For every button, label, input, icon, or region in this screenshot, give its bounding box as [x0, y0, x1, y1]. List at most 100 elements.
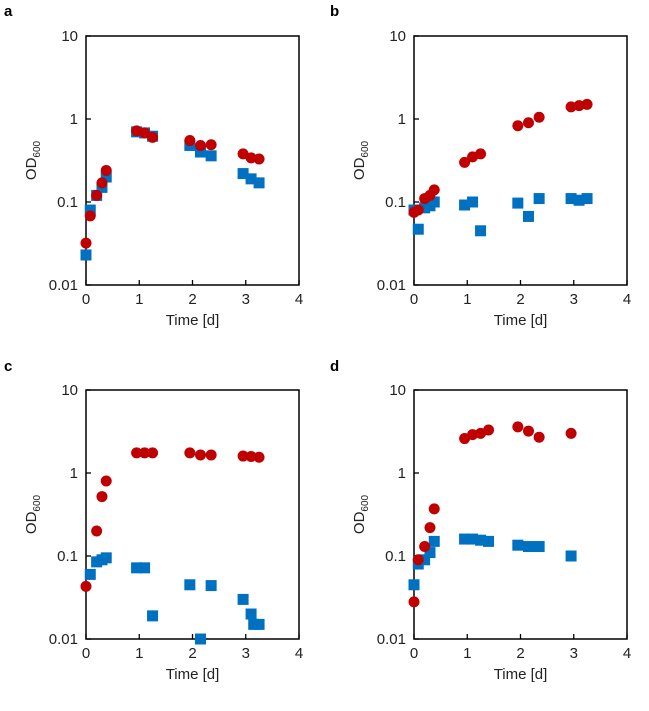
- data-point-square: [522, 541, 534, 553]
- x-axis-label: Time [d]: [166, 312, 220, 329]
- y-tick-label: 1: [70, 111, 78, 128]
- data-point-circle: [565, 427, 577, 439]
- data-point-circle: [100, 164, 112, 176]
- data-point-square: [512, 197, 524, 209]
- data-point-circle: [96, 177, 108, 189]
- data-point-circle: [184, 135, 196, 147]
- data-point-circle: [533, 111, 545, 123]
- data-point-square: [131, 562, 143, 574]
- x-tick-label: 2: [188, 645, 196, 662]
- data-point-square: [147, 610, 159, 622]
- data-point-square: [253, 177, 265, 189]
- panel-label: d: [330, 358, 339, 375]
- x-tick-label: 2: [516, 645, 524, 662]
- panel-c: c 10 1 0.1 0.010 1 2 3 4 Time [d] OD600: [4, 358, 303, 683]
- data-point-square: [581, 193, 593, 205]
- plot-frame: [85, 35, 300, 286]
- data-point-circle: [184, 447, 196, 459]
- y-tick-label: 10: [61, 382, 78, 399]
- data-point-circle: [194, 449, 206, 461]
- data-point-circle: [459, 156, 471, 168]
- data-point-square: [245, 173, 257, 185]
- x-tick-label: 0: [82, 645, 90, 662]
- data-point-circle: [512, 421, 524, 433]
- x-axis-label: Time [d]: [494, 666, 548, 683]
- data-point-circle: [80, 580, 92, 592]
- data-point-circle: [483, 424, 495, 436]
- data-point-circle: [522, 425, 534, 437]
- data-point-circle: [253, 153, 265, 165]
- data-point-circle: [412, 554, 424, 566]
- y-tick-label: 0.1: [57, 194, 78, 211]
- data-point-square: [80, 249, 92, 261]
- y-tick-label: 0.01: [377, 277, 406, 294]
- data-point-square: [565, 193, 577, 205]
- y-tick-label: 1: [398, 111, 406, 128]
- data-point-square: [424, 547, 436, 559]
- data-point-square: [84, 204, 96, 216]
- data-point-square: [565, 550, 577, 562]
- data-point-square: [194, 146, 206, 158]
- data-point-circle: [100, 475, 112, 487]
- y-tick-label: 10: [389, 382, 406, 399]
- y-tick-label: 10: [61, 28, 78, 45]
- data-point-square: [184, 579, 196, 591]
- data-point-square: [475, 534, 487, 546]
- y-tick-label: 0.1: [385, 194, 406, 211]
- data-point-square: [459, 533, 471, 545]
- panel-b: b 10 1 0.1 0.010 1 2 3 4 Time [d] OD600: [330, 3, 631, 329]
- data-point-square: [428, 196, 440, 208]
- x-tick-label: 3: [570, 645, 578, 662]
- x-tick-label: 4: [295, 645, 303, 662]
- y-axis-label: OD600: [351, 140, 371, 180]
- y-tick-label: 10: [389, 28, 406, 45]
- x-tick-label: 4: [623, 645, 631, 662]
- data-point-circle: [522, 117, 534, 129]
- data-point-circle: [131, 447, 143, 459]
- data-point-circle: [139, 447, 151, 459]
- x-tick-label: 2: [188, 291, 196, 308]
- data-point-circle: [194, 139, 206, 151]
- data-point-square: [522, 210, 534, 222]
- data-point-square: [100, 552, 112, 564]
- data-point-square: [483, 535, 495, 547]
- data-point-square: [467, 533, 479, 545]
- data-point-circle: [512, 120, 524, 132]
- x-tick-label: 1: [463, 291, 471, 308]
- x-tick-label: 3: [570, 291, 578, 308]
- data-point-circle: [147, 131, 159, 143]
- data-point-square: [408, 579, 420, 591]
- plot-frame: [413, 35, 628, 286]
- data-point-square: [237, 593, 249, 605]
- x-tick-label: 4: [295, 291, 303, 308]
- data-point-square: [84, 568, 96, 580]
- data-point-circle: [84, 210, 96, 222]
- data-point-square: [428, 535, 440, 547]
- data-point-square: [205, 150, 217, 162]
- y-tick-label: 0.1: [57, 548, 78, 565]
- data-point-circle: [139, 127, 151, 139]
- y-axis-label: OD600: [351, 494, 371, 534]
- data-point-circle: [96, 491, 108, 503]
- x-tick-label: 0: [82, 291, 90, 308]
- data-point-square: [139, 562, 151, 574]
- x-tick-label: 1: [135, 291, 143, 308]
- data-point-circle: [253, 451, 265, 463]
- x-tick-label: 1: [463, 645, 471, 662]
- x-tick-label: 0: [410, 291, 418, 308]
- x-tick-label: 3: [242, 645, 250, 662]
- x-tick-label: 4: [623, 291, 631, 308]
- data-point-square: [533, 541, 545, 553]
- y-axis-label: OD600: [23, 494, 43, 534]
- data-point-circle: [237, 450, 249, 462]
- data-point-circle: [475, 148, 487, 160]
- data-point-square: [419, 554, 431, 566]
- data-point-circle: [147, 447, 159, 459]
- data-point-circle: [419, 541, 431, 553]
- data-point-square: [237, 168, 249, 180]
- data-point-circle: [408, 596, 420, 608]
- y-tick-label: 0.01: [49, 631, 78, 648]
- data-point-circle: [412, 204, 424, 216]
- data-point-square: [512, 539, 524, 551]
